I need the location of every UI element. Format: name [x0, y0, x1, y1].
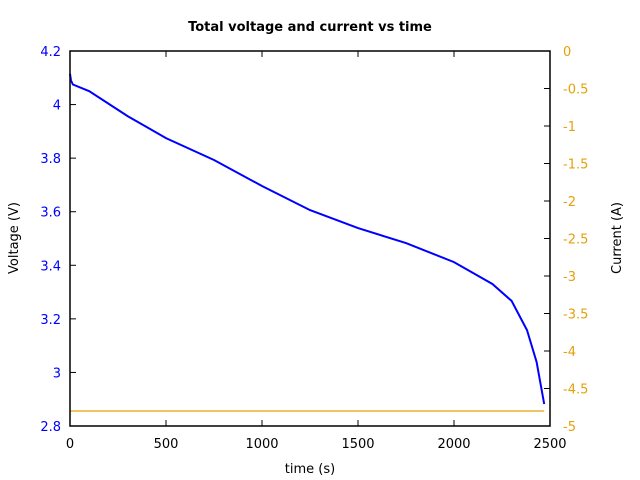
current-tick-label: -4: [563, 345, 576, 360]
voltage-tick-label: 3.2: [40, 313, 61, 328]
time-tick-label: 1500: [341, 437, 374, 452]
current-tick-label: -2: [563, 195, 576, 210]
voltage-tick-label: 3.8: [40, 152, 61, 167]
time-axis-ticks: 0 500 1000 1500 2000 2500: [66, 51, 567, 452]
voltage-series-line: [69, 73, 546, 405]
chart-title: Total voltage and current vs time: [188, 20, 432, 35]
time-tick-label: 1000: [245, 437, 278, 452]
voltage-tick-label: 4.2: [40, 45, 61, 60]
current-tick-label: -2.5: [563, 233, 588, 248]
current-tick-label: -0.5: [563, 83, 588, 98]
x-axis-label: time (s): [285, 462, 335, 477]
plot-frame: [69, 50, 551, 427]
time-tick-label: 2500: [533, 437, 566, 452]
voltage-tick-label: 2.8: [40, 420, 61, 435]
y-axis-label: Voltage (V): [7, 202, 22, 274]
time-tick-label: 0: [66, 437, 74, 452]
voltage-tick-label: 3.4: [40, 259, 61, 274]
voltage-tick-label: 3: [53, 366, 61, 381]
y2-axis-label: Current (A): [610, 202, 625, 274]
current-tick-label: -3: [563, 270, 576, 285]
current-tick-label: 0: [563, 45, 571, 60]
current-tick-label: -3.5: [563, 308, 588, 323]
time-tick-label: 500: [154, 437, 179, 452]
current-tick-label: -1.5: [563, 158, 588, 173]
voltage-tick-label: 4: [53, 99, 61, 114]
current-tick-label: -1: [563, 120, 576, 135]
current-tick-label: -5: [563, 420, 576, 435]
voltage-axis-ticks: 2.8 3 3.2 3.4 3.6 3.8 4 4.2: [40, 45, 76, 435]
voltage-tick-label: 3.6: [40, 206, 61, 221]
current-tick-label: -4.5: [563, 383, 588, 398]
time-tick-label: 2000: [437, 437, 470, 452]
current-axis-ticks: -5 -4.5 -4 -3.5 -3 -2.5 -2 -1.5 -1 -0.5 0: [544, 45, 588, 435]
